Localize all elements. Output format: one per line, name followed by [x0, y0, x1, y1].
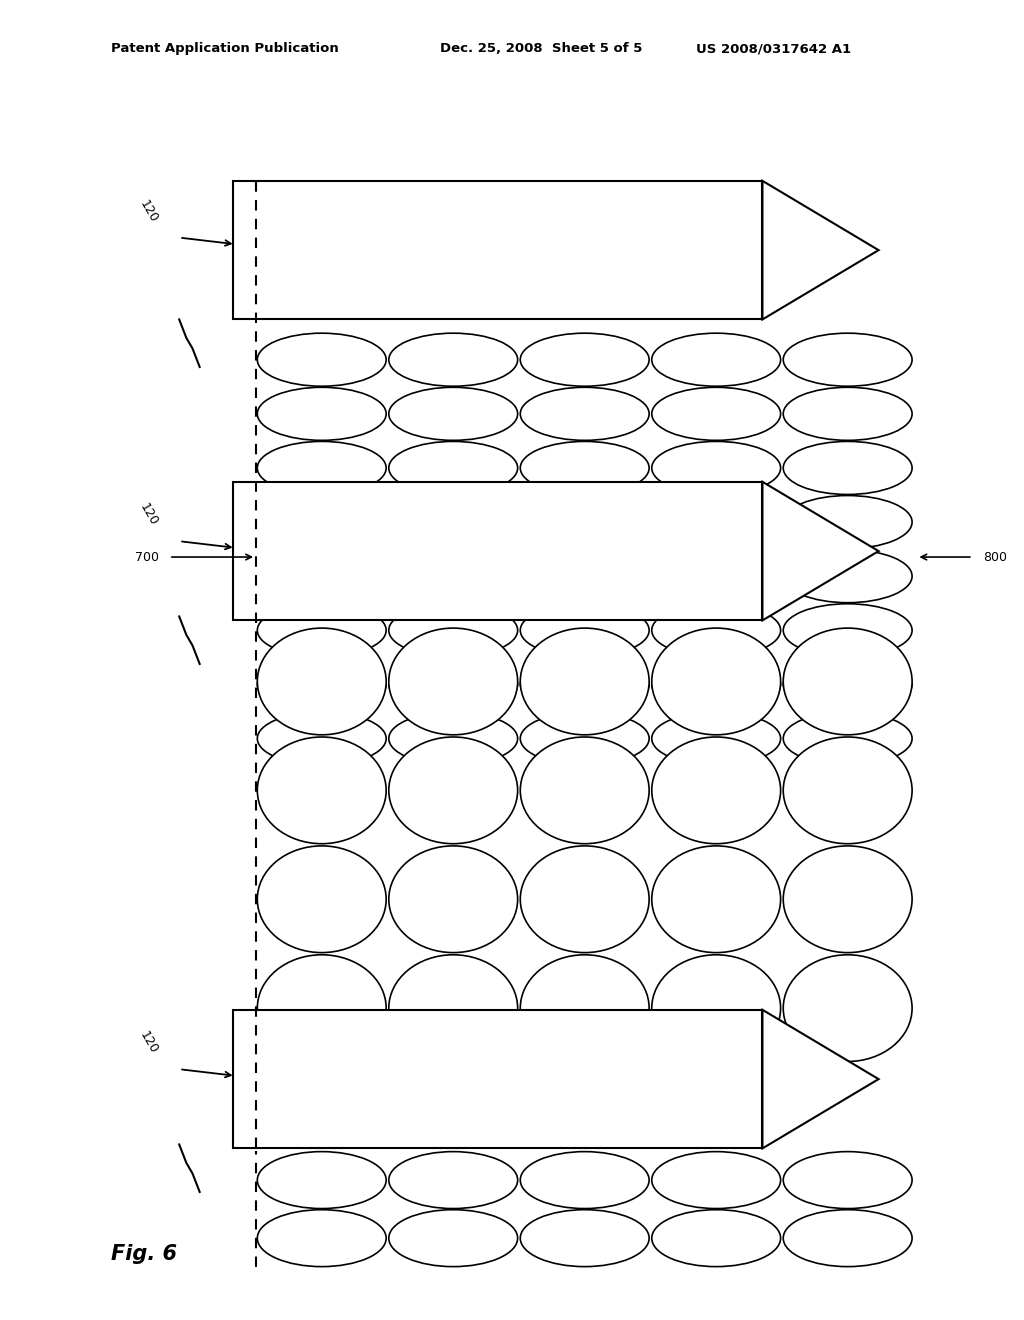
Ellipse shape — [389, 549, 518, 603]
Ellipse shape — [257, 387, 386, 441]
Ellipse shape — [257, 441, 386, 495]
Ellipse shape — [783, 628, 912, 735]
Ellipse shape — [257, 628, 386, 735]
Ellipse shape — [651, 711, 780, 766]
Text: 120: 120 — [137, 1030, 160, 1056]
Polygon shape — [233, 1010, 763, 1148]
Ellipse shape — [651, 387, 780, 441]
Ellipse shape — [520, 549, 649, 603]
Ellipse shape — [520, 737, 649, 843]
Ellipse shape — [783, 549, 912, 603]
Text: 700: 700 — [135, 550, 159, 564]
Ellipse shape — [783, 711, 912, 766]
Ellipse shape — [783, 657, 912, 711]
Ellipse shape — [651, 495, 780, 549]
Ellipse shape — [520, 441, 649, 495]
Ellipse shape — [783, 1151, 912, 1209]
Ellipse shape — [520, 628, 649, 735]
Ellipse shape — [651, 954, 780, 1061]
Text: Patent Application Publication: Patent Application Publication — [111, 42, 338, 55]
Polygon shape — [233, 482, 763, 620]
Ellipse shape — [651, 657, 780, 711]
Ellipse shape — [651, 628, 780, 735]
Ellipse shape — [783, 954, 912, 1061]
Ellipse shape — [651, 441, 780, 495]
Ellipse shape — [651, 603, 780, 657]
Text: Fig. 6: Fig. 6 — [111, 1243, 176, 1265]
Ellipse shape — [389, 1209, 518, 1267]
Ellipse shape — [651, 1151, 780, 1209]
Ellipse shape — [257, 333, 386, 387]
Ellipse shape — [257, 1151, 386, 1209]
Ellipse shape — [520, 333, 649, 387]
Ellipse shape — [783, 603, 912, 657]
Text: Dec. 25, 2008  Sheet 5 of 5: Dec. 25, 2008 Sheet 5 of 5 — [440, 42, 643, 55]
Ellipse shape — [257, 1209, 386, 1267]
Ellipse shape — [389, 495, 518, 549]
Ellipse shape — [651, 549, 780, 603]
Polygon shape — [763, 482, 879, 620]
Ellipse shape — [389, 846, 518, 953]
Ellipse shape — [257, 549, 386, 603]
Text: 120: 120 — [137, 502, 160, 528]
Ellipse shape — [520, 1209, 649, 1267]
Ellipse shape — [389, 1151, 518, 1209]
Ellipse shape — [389, 387, 518, 441]
Ellipse shape — [783, 333, 912, 387]
Ellipse shape — [651, 333, 780, 387]
Ellipse shape — [520, 495, 649, 549]
Ellipse shape — [389, 628, 518, 735]
Ellipse shape — [257, 846, 386, 953]
Ellipse shape — [651, 1209, 780, 1267]
Ellipse shape — [651, 846, 780, 953]
Ellipse shape — [257, 657, 386, 711]
Ellipse shape — [257, 603, 386, 657]
Ellipse shape — [389, 737, 518, 843]
Ellipse shape — [389, 603, 518, 657]
Ellipse shape — [257, 711, 386, 766]
Ellipse shape — [783, 387, 912, 441]
Ellipse shape — [389, 657, 518, 711]
Ellipse shape — [520, 711, 649, 766]
Ellipse shape — [520, 1151, 649, 1209]
Text: 800: 800 — [983, 550, 1007, 564]
Text: 120: 120 — [137, 198, 160, 224]
Polygon shape — [233, 181, 763, 319]
Ellipse shape — [783, 846, 912, 953]
Polygon shape — [763, 181, 879, 319]
Ellipse shape — [651, 737, 780, 843]
Ellipse shape — [783, 441, 912, 495]
Ellipse shape — [520, 387, 649, 441]
Ellipse shape — [389, 954, 518, 1061]
Ellipse shape — [520, 657, 649, 711]
Polygon shape — [763, 1010, 879, 1148]
Ellipse shape — [257, 954, 386, 1061]
Ellipse shape — [783, 495, 912, 549]
Ellipse shape — [389, 711, 518, 766]
Ellipse shape — [520, 954, 649, 1061]
Text: US 2008/0317642 A1: US 2008/0317642 A1 — [696, 42, 851, 55]
Ellipse shape — [520, 846, 649, 953]
Ellipse shape — [520, 603, 649, 657]
Ellipse shape — [257, 737, 386, 843]
Ellipse shape — [389, 333, 518, 387]
Ellipse shape — [783, 737, 912, 843]
Ellipse shape — [257, 495, 386, 549]
Ellipse shape — [389, 441, 518, 495]
Ellipse shape — [783, 1209, 912, 1267]
